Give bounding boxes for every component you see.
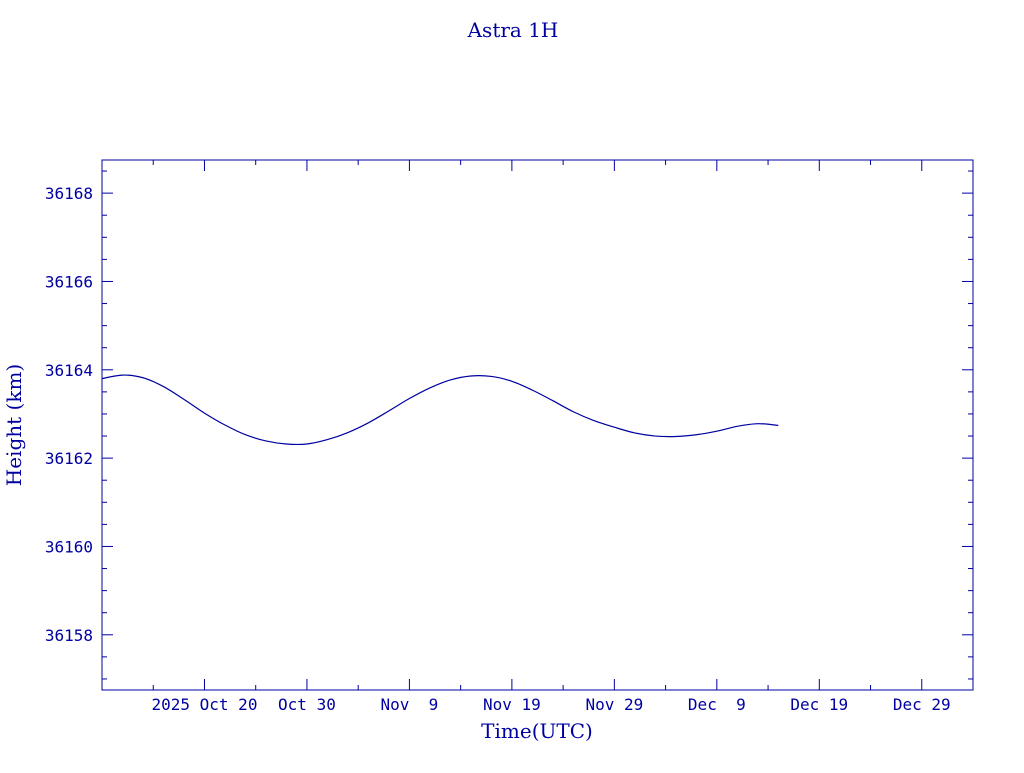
x-tick-label: Nov 19 xyxy=(483,695,541,714)
x-tick-label: 2025 Oct 20 xyxy=(151,695,257,714)
x-tick-label: Nov 29 xyxy=(585,695,643,714)
y-tick-label: 36162 xyxy=(45,449,93,468)
x-tick-label: Dec 19 xyxy=(790,695,848,714)
x-tick-label: Oct 30 xyxy=(278,695,336,714)
y-tick-label: 36158 xyxy=(45,626,93,645)
x-tick-label: Dec 9 xyxy=(688,695,746,714)
y-tick-label: 36164 xyxy=(45,361,93,380)
x-axis-title: Time(UTC) xyxy=(481,719,593,743)
x-tick-label: Dec 29 xyxy=(893,695,951,714)
x-tick-label: Nov 9 xyxy=(381,695,439,714)
chart-title: Astra 1H xyxy=(467,18,559,42)
y-tick-label: 36166 xyxy=(45,272,93,291)
y-tick-label: 36160 xyxy=(45,537,93,556)
tick-labels-group: 36158 36160 36162 36164 36166 36168 2025 Oct 2… xyxy=(45,184,951,714)
ticks-group xyxy=(101,160,974,690)
y-axis-title: Height (km) xyxy=(2,364,26,486)
y-tick-label: 36168 xyxy=(45,184,93,203)
series-line xyxy=(101,374,779,446)
plot-frame xyxy=(101,159,974,691)
